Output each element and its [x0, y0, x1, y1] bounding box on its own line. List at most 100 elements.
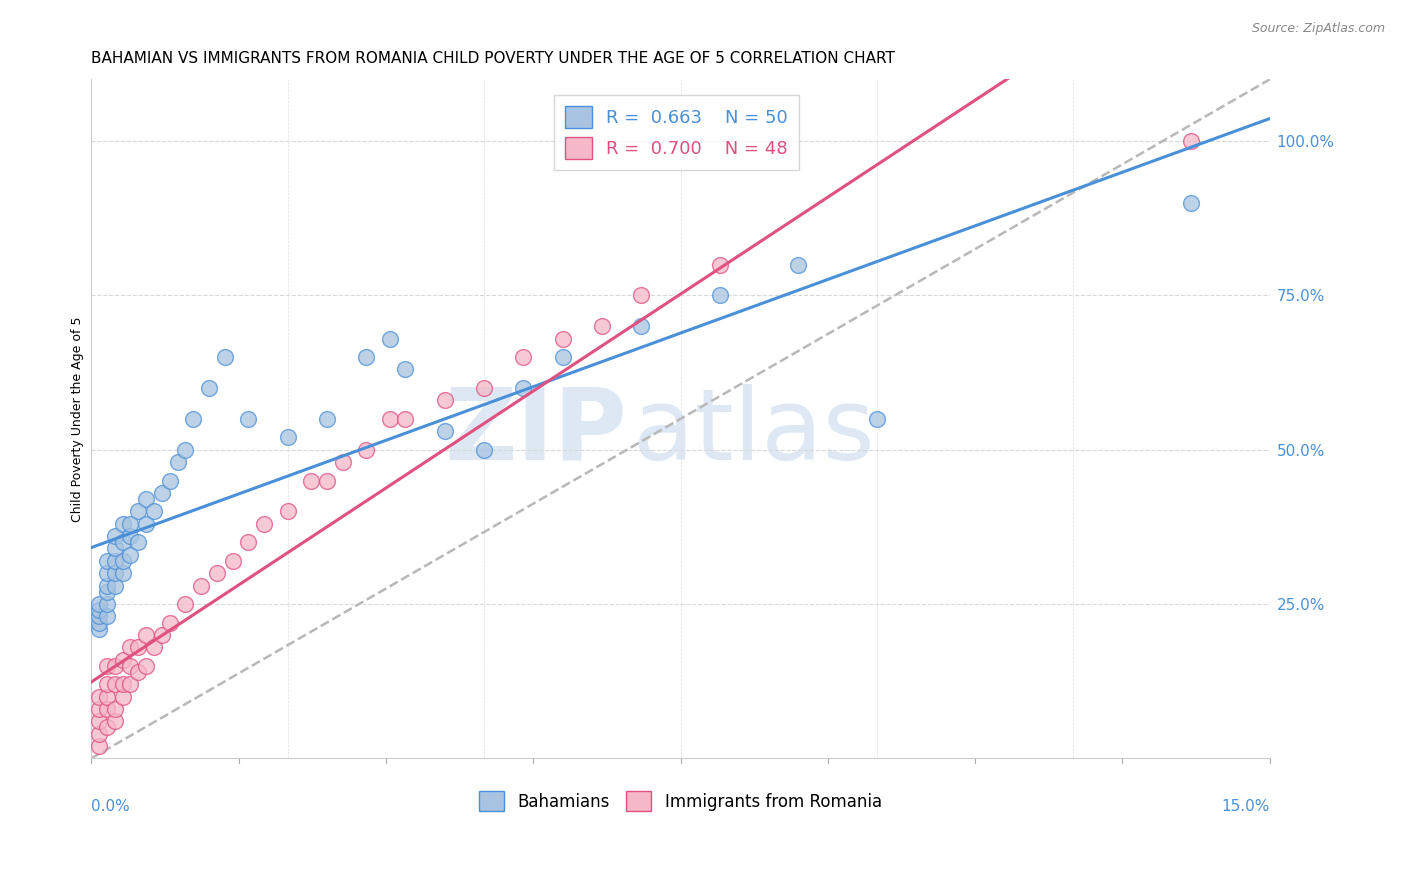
Point [111, 554, 134, 568]
Point [1180, 134, 1202, 148]
Legend: R =  0.663    N = 50, R =  0.700    N = 48: R = 0.663 N = 50, R = 0.700 N = 48 [554, 95, 799, 169]
Point [214, 350, 236, 364]
Point [111, 516, 134, 531]
Point [104, 529, 127, 543]
Point [104, 714, 127, 729]
Point [253, 516, 276, 531]
Text: ZIP: ZIP [444, 384, 627, 481]
Point [96, 609, 118, 624]
Point [96, 677, 118, 691]
Point [96, 721, 118, 735]
Text: Source: ZipAtlas.com: Source: ZipAtlas.com [1251, 22, 1385, 36]
Point [787, 258, 810, 272]
Point [394, 412, 416, 426]
Point [87, 622, 110, 636]
Text: BAHAMIAN VS IMMIGRANTS FROM ROMANIA CHILD POVERTY UNDER THE AGE OF 5 CORRELATION: BAHAMIAN VS IMMIGRANTS FROM ROMANIA CHIL… [91, 51, 896, 66]
Point [87, 726, 110, 740]
Point [96, 690, 118, 704]
Point [433, 424, 456, 438]
Point [87, 702, 110, 716]
Point [150, 628, 173, 642]
Point [591, 319, 613, 334]
Point [316, 412, 339, 426]
Point [96, 584, 118, 599]
Point [709, 288, 731, 302]
Point [378, 332, 401, 346]
Point [551, 332, 574, 346]
Point [221, 554, 243, 568]
Point [120, 529, 142, 543]
Point [166, 455, 188, 469]
Point [183, 412, 205, 426]
Point [104, 554, 127, 568]
Point [354, 350, 377, 364]
Point [159, 615, 181, 630]
Point [512, 350, 534, 364]
Point [174, 597, 197, 611]
Point [332, 455, 354, 469]
Point [104, 566, 127, 581]
Point [159, 474, 181, 488]
Point [111, 566, 134, 581]
Point [111, 690, 134, 704]
Point [709, 258, 731, 272]
Point [96, 702, 118, 716]
Point [120, 516, 142, 531]
Point [135, 658, 157, 673]
Point [190, 578, 212, 592]
Y-axis label: Child Poverty Under the Age of 5: Child Poverty Under the Age of 5 [72, 316, 84, 522]
Point [87, 739, 110, 753]
Point [135, 516, 157, 531]
Point [87, 690, 110, 704]
Text: 15.0%: 15.0% [1222, 799, 1270, 814]
Point [630, 319, 652, 334]
Point [472, 381, 495, 395]
Point [96, 554, 118, 568]
Point [120, 677, 142, 691]
Point [96, 597, 118, 611]
Point [104, 702, 127, 716]
Point [96, 578, 118, 592]
Point [472, 442, 495, 457]
Point [111, 652, 134, 666]
Point [238, 535, 260, 549]
Point [238, 412, 260, 426]
Text: 0.0%: 0.0% [91, 799, 129, 814]
Point [104, 677, 127, 691]
Point [111, 677, 134, 691]
Point [1180, 195, 1202, 210]
Point [299, 474, 322, 488]
Point [127, 640, 149, 655]
Point [551, 350, 574, 364]
Point [96, 658, 118, 673]
Point [135, 492, 157, 507]
Point [87, 603, 110, 617]
Point [96, 566, 118, 581]
Point [87, 615, 110, 630]
Point [394, 362, 416, 376]
Point [111, 535, 134, 549]
Point [87, 714, 110, 729]
Point [630, 288, 652, 302]
Point [150, 486, 173, 500]
Point [277, 430, 299, 444]
Point [120, 658, 142, 673]
Point [277, 504, 299, 518]
Point [104, 658, 127, 673]
Point [87, 609, 110, 624]
Point [135, 628, 157, 642]
Point [120, 640, 142, 655]
Point [120, 548, 142, 562]
Point [127, 665, 149, 679]
Point [143, 640, 166, 655]
Point [378, 412, 401, 426]
Point [127, 504, 149, 518]
Point [127, 535, 149, 549]
Point [866, 412, 889, 426]
Point [512, 381, 534, 395]
Point [104, 578, 127, 592]
Text: atlas: atlas [633, 384, 875, 481]
Point [174, 442, 197, 457]
Point [205, 566, 228, 581]
Point [316, 474, 339, 488]
